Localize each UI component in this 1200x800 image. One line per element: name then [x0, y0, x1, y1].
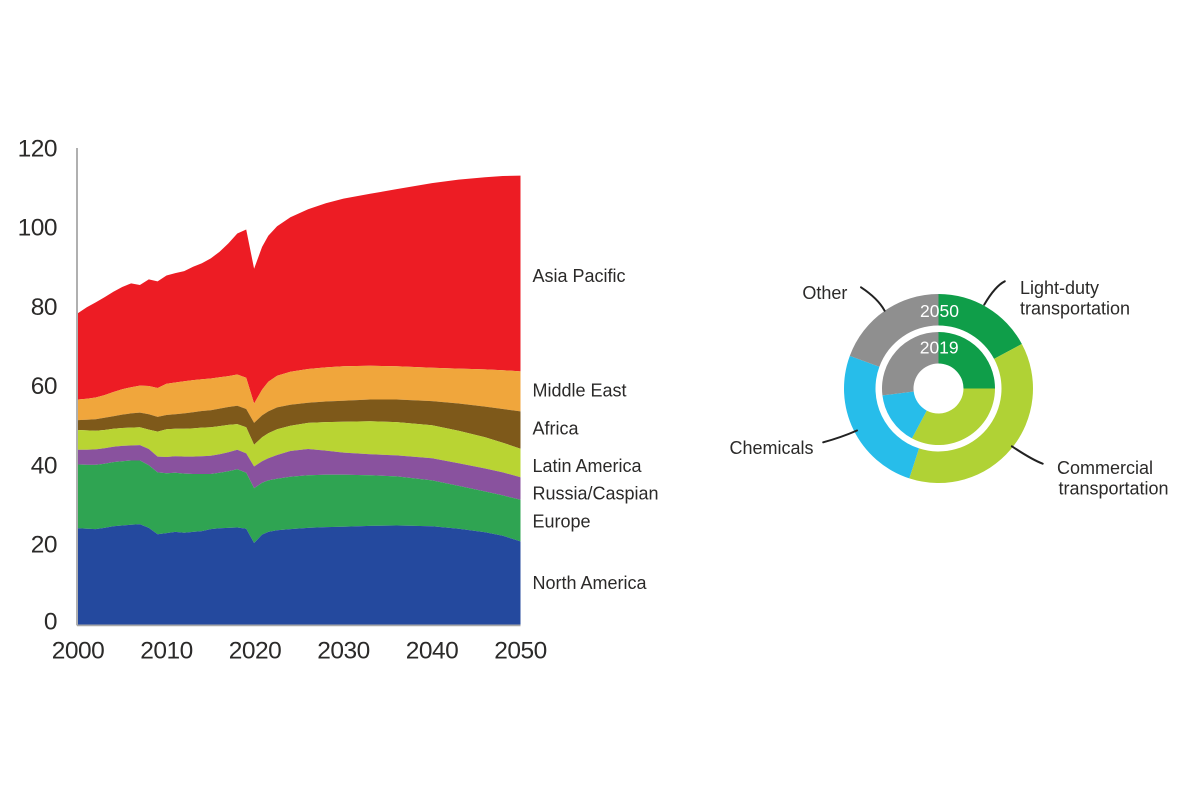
svg-text:2040: 2040 [406, 638, 459, 665]
svg-text:100: 100 [18, 215, 57, 242]
svg-text:20: 20 [31, 532, 57, 559]
svg-text:Latin America: Latin America [533, 456, 643, 476]
svg-text:Africa: Africa [533, 418, 580, 438]
svg-text:transportation: transportation [1059, 479, 1169, 499]
svg-text:Commercial: Commercial [1057, 458, 1153, 478]
svg-text:2050: 2050 [494, 638, 547, 665]
svg-text:Russia/Caspian: Russia/Caspian [533, 483, 659, 503]
svg-text:Chemicals: Chemicals [730, 438, 814, 458]
svg-text:2010: 2010 [140, 638, 193, 665]
svg-text:2030: 2030 [317, 638, 370, 665]
svg-text:2000: 2000 [52, 638, 105, 665]
svg-text:transportation: transportation [1020, 299, 1130, 319]
svg-text:North America: North America [533, 573, 648, 593]
svg-text:80: 80 [31, 294, 57, 321]
svg-text:40: 40 [31, 452, 57, 479]
svg-text:0: 0 [44, 609, 57, 636]
svg-text:2050: 2050 [920, 301, 959, 321]
svg-text:2019: 2019 [920, 337, 959, 357]
svg-text:Asia Pacific: Asia Pacific [533, 266, 626, 286]
svg-text:60: 60 [31, 373, 57, 400]
svg-text:120: 120 [18, 135, 57, 162]
svg-text:Other: Other [802, 283, 847, 303]
svg-text:Light-duty: Light-duty [1020, 278, 1099, 298]
svg-text:Europe: Europe [533, 511, 591, 531]
svg-text:Middle East: Middle East [533, 380, 627, 400]
svg-text:2020: 2020 [229, 638, 282, 665]
